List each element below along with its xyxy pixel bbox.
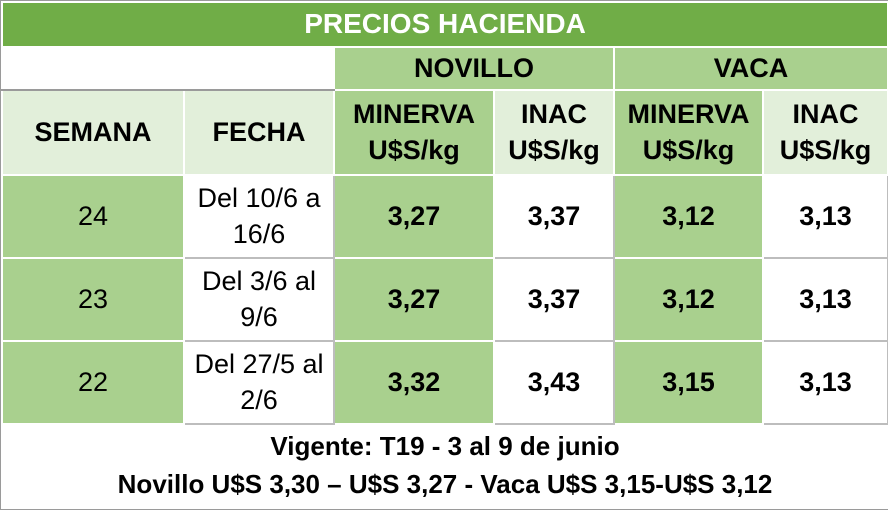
table-body: 24 Del 10/6 a 16/6 3,27 3,37 3,12 3,13 23 Del 3…	[1, 174, 888, 425]
column-header: INAC U$S/kg	[493, 89, 615, 176]
group-header: NOVILLO	[333, 46, 615, 91]
table-row: 24 Del 10/6 a 16/6 3,27 3,37 3,12 3,13	[1, 174, 888, 259]
price-cell: 3,13	[761, 257, 888, 342]
price-cell: 3,15	[613, 340, 764, 425]
price-table: PRECIOS HACIENDA NOVILLO VACA SEMANA FEC…	[0, 0, 888, 510]
column-header: MINERVA U$S/kg	[613, 89, 764, 176]
price-cell: 3,37	[493, 174, 615, 259]
date-cell: Del 27/5 al 2/6	[183, 340, 335, 425]
footer: Vigente: T19 - 3 al 9 de junio Novillo U…	[0, 423, 888, 509]
price-cell: 3,12	[613, 174, 764, 259]
week-cell: 24	[1, 174, 185, 259]
table-row: 22 Del 27/5 al 2/6 3,32 3,43 3,15 3,13	[1, 340, 888, 425]
footer-line: Novillo U$S 3,30 – U$S 3,27 - Vaca U$S 3…	[117, 469, 773, 499]
column-header: FECHA	[183, 89, 335, 176]
column-header: SEMANA	[1, 89, 185, 176]
week-cell: 22	[1, 340, 185, 425]
price-cell: 3,12	[613, 257, 764, 342]
group-header: VACA	[612, 46, 888, 91]
table-title: PRECIOS HACIENDA	[0, 1, 888, 48]
price-cell: 3,27	[333, 257, 495, 342]
date-cell: Del 3/6 al 9/6	[183, 257, 335, 342]
column-header: MINERVA U$S/kg	[333, 89, 495, 176]
price-cell: 3,37	[493, 257, 615, 342]
price-cell: 3,43	[493, 340, 615, 425]
price-cell: 3,13	[761, 340, 888, 425]
footer-line: Vigente: T19 - 3 al 9 de junio	[270, 431, 620, 462]
price-cell: 3,13	[761, 174, 888, 259]
price-cell: 3,32	[333, 340, 495, 425]
price-cell: 3,27	[333, 174, 495, 259]
blank-cell	[1, 46, 335, 91]
table-row: 23 Del 3/6 al 9/6 3,27 3,37 3,12 3,13	[1, 257, 888, 342]
column-header: INAC U$S/kg	[761, 89, 888, 176]
date-cell: Del 10/6 a 16/6	[183, 174, 335, 259]
week-cell: 23	[1, 257, 185, 342]
